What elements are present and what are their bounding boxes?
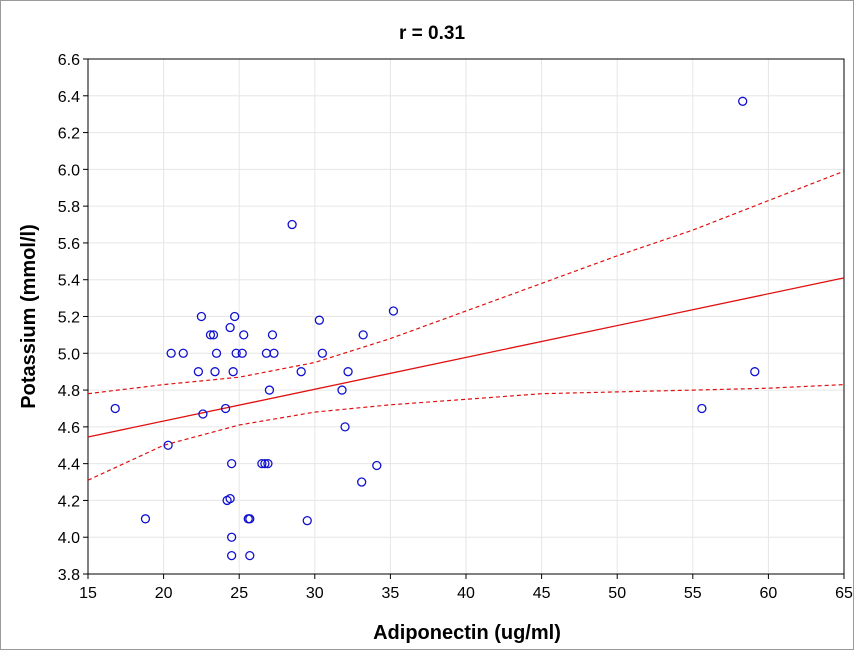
y-tick-label: 4.4 (58, 457, 80, 474)
data-point (260, 458, 270, 469)
data-point (263, 458, 273, 469)
y-tick-label: 4.6 (58, 420, 80, 437)
data-point (211, 348, 222, 358)
data-point (317, 348, 328, 358)
data-point (198, 409, 208, 419)
regression-line (87, 277, 845, 438)
y-tick-label: 6.6 (58, 52, 80, 69)
data-point (208, 330, 219, 340)
x-tick-label: 55 (684, 585, 702, 602)
x-tick-label: 20 (155, 585, 173, 602)
data-point (226, 550, 237, 561)
x-tick-label: 25 (230, 585, 248, 602)
data-point (225, 493, 235, 504)
regression (87, 277, 845, 438)
y-tick-label: 4.2 (58, 493, 80, 510)
x-tick-label: 45 (533, 585, 551, 602)
y-tick-label: 6.2 (58, 126, 80, 143)
y-tick-label: 5.2 (58, 310, 80, 327)
data-point (163, 440, 173, 450)
data-point (750, 367, 760, 377)
confidence-lower-line (87, 384, 845, 481)
data-point (697, 403, 707, 414)
data-point (267, 330, 278, 340)
data-point (358, 330, 368, 340)
data-point (230, 311, 240, 322)
confidence-band (87, 170, 845, 481)
data-point (257, 458, 267, 469)
y-tick-label: 5.4 (58, 273, 80, 290)
data-point (287, 219, 297, 230)
x-tick-label: 30 (306, 585, 324, 602)
x-tick-label: 40 (457, 585, 475, 602)
axis-ticks: 15 20 25 30 35 40 45 50 55 60 65 3.8 4.0 4.2 4.4 4.6 4.8… (58, 52, 853, 602)
data-point (388, 306, 399, 316)
x-tick-label: 65 (835, 585, 853, 602)
data-point (110, 403, 120, 414)
data-point (228, 367, 238, 377)
y-tick-label: 4.0 (58, 530, 80, 547)
x-tick-label: 35 (382, 585, 400, 602)
data-point (343, 367, 353, 377)
data-point (196, 311, 207, 322)
y-tick-label: 3.8 (58, 567, 80, 584)
data-point (178, 348, 188, 358)
data-point (205, 330, 216, 340)
grid (87, 58, 845, 575)
chart-title: r = 0.31 (399, 23, 465, 44)
y-tick-label: 4.8 (58, 383, 80, 400)
data-point (193, 367, 204, 377)
y-tick-label: 5.6 (58, 236, 80, 253)
data-point (314, 315, 324, 325)
data-point (372, 460, 382, 471)
y-tick-label: 5.8 (58, 199, 80, 216)
data-point (296, 367, 306, 377)
data-point (239, 330, 249, 340)
data-point (302, 516, 312, 526)
confidence-upper-line (87, 170, 845, 395)
data-point (337, 385, 347, 395)
x-axis-title: Adiponectin (ug/ml) (373, 622, 561, 644)
data-point (220, 403, 231, 414)
data-point (245, 550, 255, 561)
data-point (226, 532, 237, 542)
x-tick-label: 60 (760, 585, 778, 602)
data-point (245, 514, 255, 524)
data-point (269, 348, 279, 358)
data-point (237, 348, 247, 358)
y-tick-label: 5.0 (58, 346, 80, 363)
y-tick-label: 6.0 (58, 162, 80, 179)
data-point (340, 422, 350, 432)
y-axis-title: Potassium (mmol/l) (18, 224, 40, 408)
data-point (231, 348, 241, 358)
x-tick-label: 50 (608, 585, 626, 602)
data-point (264, 385, 275, 395)
data-point (210, 367, 220, 377)
data-point (226, 458, 237, 469)
y-tick-label: 6.4 (58, 89, 80, 106)
data-point (225, 322, 235, 333)
data-point (166, 348, 176, 358)
x-tick-label: 15 (79, 585, 97, 602)
data-point (357, 477, 367, 487)
data-point (738, 96, 748, 106)
data-points (110, 96, 760, 561)
data-point (140, 514, 151, 524)
